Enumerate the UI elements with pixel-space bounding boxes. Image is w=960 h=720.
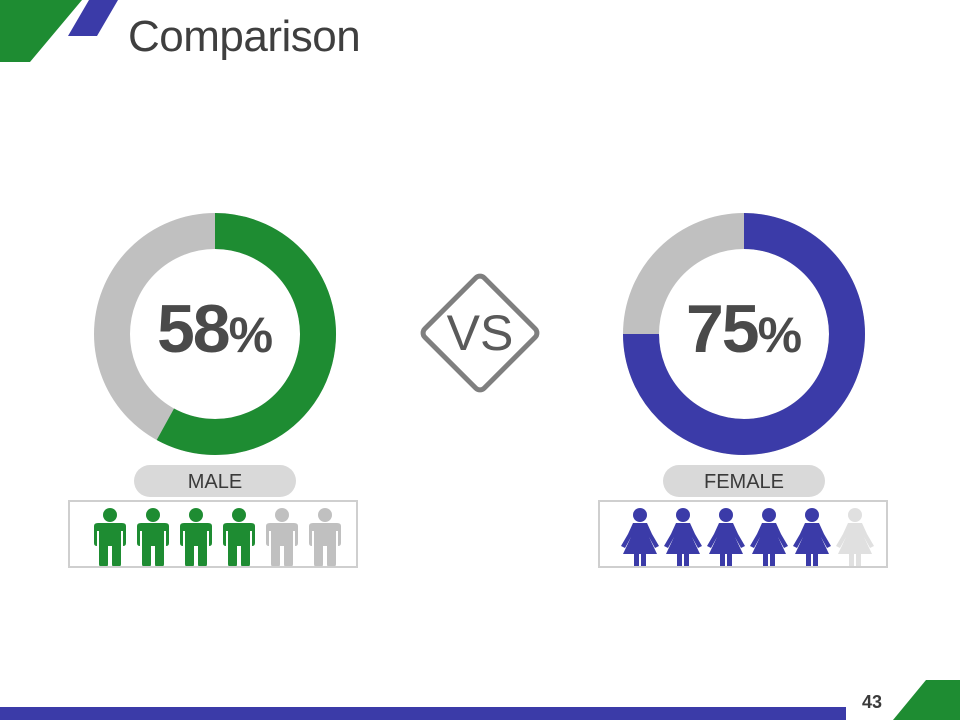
female-percentage: 75% bbox=[622, 290, 866, 368]
footer-decoration bbox=[0, 680, 960, 720]
slide-title: Comparison bbox=[128, 12, 361, 61]
page-number: 43 bbox=[861, 692, 883, 712]
female-percentage-value: 75 bbox=[685, 291, 760, 367]
male-percentage: 58% bbox=[93, 290, 337, 368]
male-percentage-value: 58 bbox=[156, 291, 231, 367]
male-person-icon-5 bbox=[266, 508, 298, 567]
male-person-icon-6 bbox=[309, 508, 341, 567]
female-icon-row bbox=[621, 508, 874, 567]
female-donut-arc bbox=[623, 213, 865, 455]
vs-diamond-icon bbox=[420, 273, 540, 393]
vs-label: VS bbox=[446, 305, 514, 361]
male-person-icon-4 bbox=[223, 508, 255, 567]
male-person-icon-3 bbox=[180, 508, 212, 567]
female-icons-box bbox=[598, 500, 888, 568]
female-person-icon-1 bbox=[621, 508, 659, 567]
female-person-icon-6 bbox=[836, 508, 874, 567]
female-donut-chart: 75% bbox=[622, 212, 866, 456]
male-donut-arc bbox=[156, 213, 336, 455]
male-donut-chart: 58% bbox=[93, 212, 337, 456]
vs-badge: VS bbox=[409, 262, 551, 404]
female-person-icon-2 bbox=[664, 508, 702, 567]
male-icon-row bbox=[94, 508, 341, 567]
female-label: FEMALE bbox=[663, 465, 825, 497]
female-person-icon-5 bbox=[793, 508, 831, 567]
female-person-icon-4 bbox=[750, 508, 788, 567]
male-label: MALE bbox=[134, 465, 296, 497]
female-donut-ring bbox=[623, 213, 865, 455]
male-person-icon-2 bbox=[137, 508, 169, 567]
male-person-icon-1 bbox=[94, 508, 126, 567]
male-percentage-sign: % bbox=[228, 307, 274, 363]
female-person-icon-3 bbox=[707, 508, 745, 567]
header-decoration bbox=[0, 0, 118, 62]
female-percentage-sign: % bbox=[757, 307, 803, 363]
male-donut-ring bbox=[94, 213, 336, 455]
male-icons-box bbox=[68, 500, 358, 568]
